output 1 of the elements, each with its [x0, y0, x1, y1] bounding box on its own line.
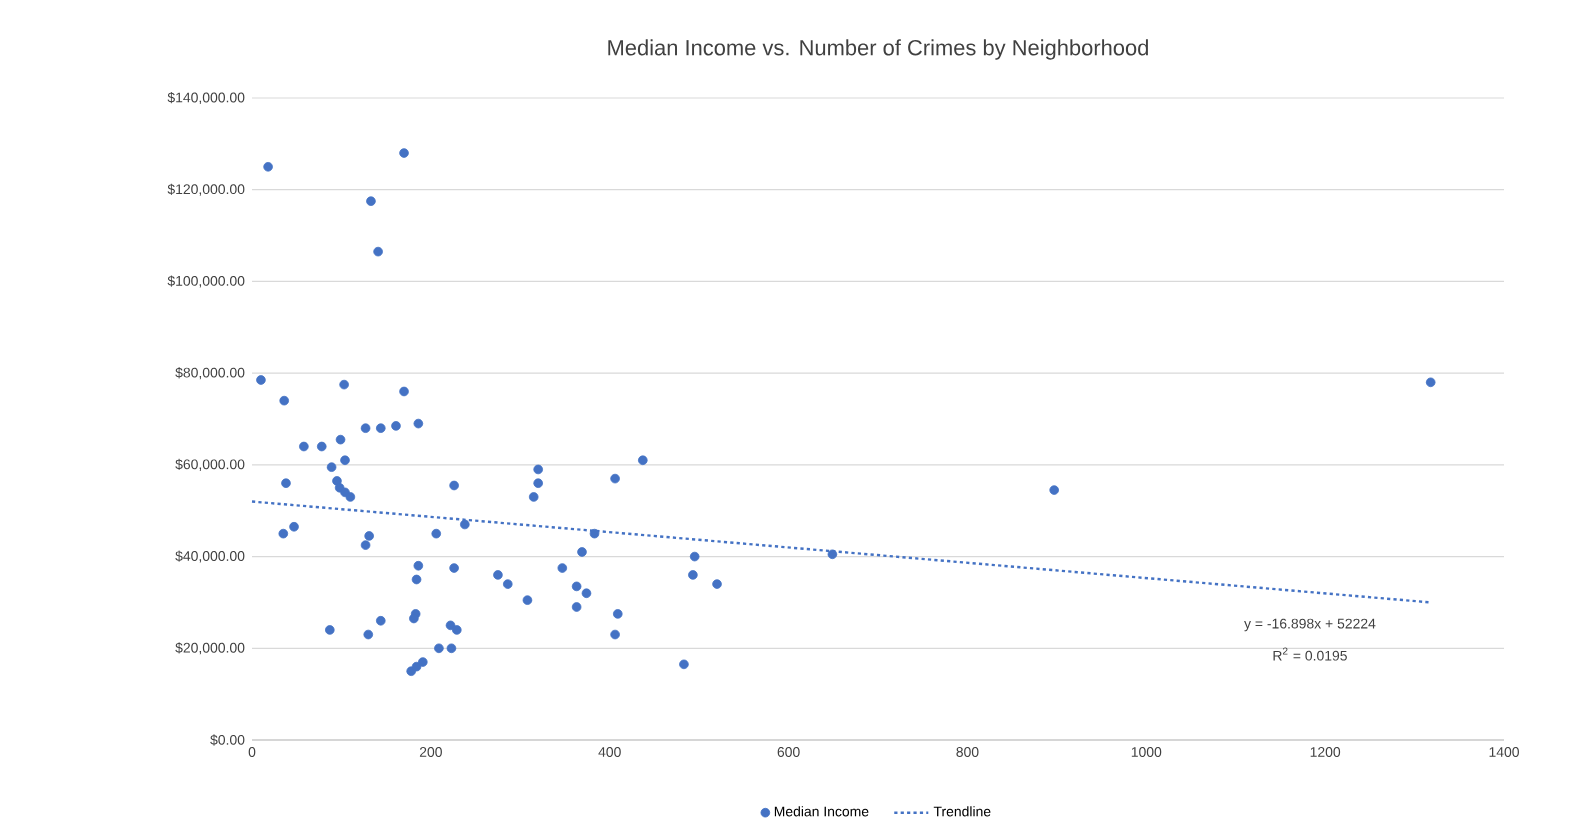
chart-title: Median Income vs. Number of Crimes by Neighborhood [608, 39, 1148, 60]
